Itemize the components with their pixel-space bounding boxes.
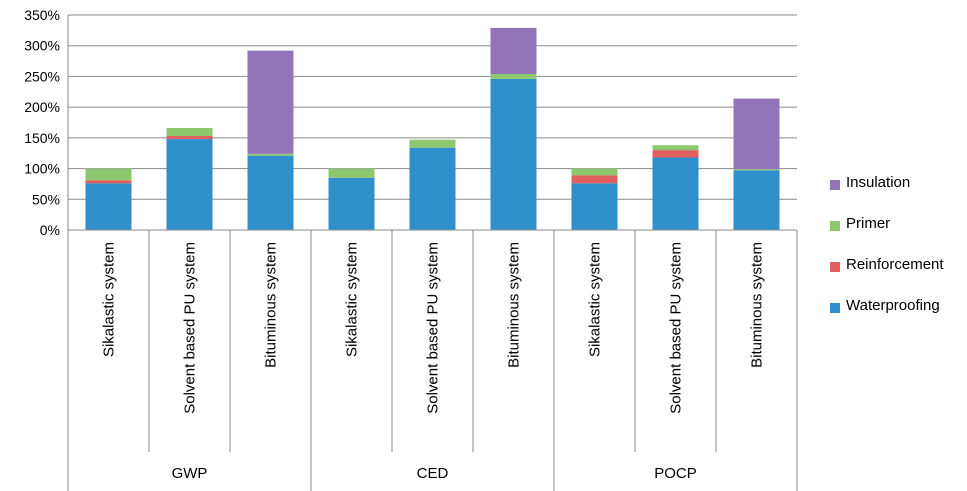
x-category-label: Sikalastic system [101, 242, 118, 357]
x-category-label: Solvent based PU system [668, 242, 685, 414]
x-group-label: CED [417, 465, 449, 482]
legend-swatch [830, 303, 840, 313]
y-tick-label: 50% [32, 191, 60, 207]
bar-segment-insulation [733, 98, 780, 170]
bar-segment-primer [247, 153, 294, 156]
bars [85, 27, 780, 230]
y-tick-label: 250% [24, 68, 60, 84]
bar-segment-waterproofing [652, 157, 699, 230]
bar-segment-reinforcement [166, 136, 213, 140]
legend: Insulation Primer Reinforcement Waterproofi… [826, 172, 966, 336]
x-group-label: GWP [172, 465, 208, 482]
y-tick-label: 100% [24, 161, 60, 177]
bar-segment-waterproofing [490, 78, 537, 230]
x-category-label: Bituminous system [263, 242, 280, 368]
legend-swatch [830, 180, 840, 190]
bar-segment-reinforcement [571, 175, 618, 184]
x-category-label: Bituminous system [506, 242, 523, 368]
bar-segment-waterproofing [247, 155, 294, 230]
legend-label: Insulation [846, 174, 911, 191]
legend-item-reinforcement: Reinforcement [826, 254, 966, 295]
bar-segment-insulation [490, 27, 537, 74]
y-axis-ticks: 0% 50% 100% 150% 200% 250% 300% 350% [24, 7, 69, 238]
bar-segment-reinforcement [652, 150, 699, 158]
bar-segment-insulation [247, 50, 294, 154]
x-category-label: Sikalastic system [587, 242, 604, 357]
x-category-label: Bituminous system [749, 242, 766, 368]
bar-segment-waterproofing [85, 183, 132, 230]
bar-segment-waterproofing [328, 177, 375, 230]
legend-swatch [830, 221, 840, 231]
bar-segment-waterproofing [571, 183, 618, 230]
bar-segment-primer [571, 168, 618, 176]
bar-segment-primer [85, 168, 132, 181]
legend-item-primer: Primer [826, 213, 966, 254]
x-category-label: Sikalastic system [344, 242, 361, 357]
y-tick-label: 0% [40, 222, 60, 238]
legend-item-insulation: Insulation [826, 172, 966, 213]
bar-segment-primer [733, 169, 780, 171]
bar-segment-primer [490, 73, 537, 79]
x-group-label: POCP [654, 465, 697, 482]
x-category-label: Solvent based PU system [182, 242, 199, 414]
legend-item-waterproofing: Waterproofing [826, 295, 966, 336]
bar-segment-reinforcement [85, 180, 132, 184]
x-axis: Sikalastic system Solvent based PU system… [67, 229, 798, 491]
legend-label: Waterproofing [846, 297, 940, 314]
y-tick-label: 350% [24, 7, 60, 23]
legend-swatch [830, 262, 840, 272]
y-tick-label: 200% [24, 99, 60, 115]
bar-segment-primer [652, 145, 699, 151]
bar-segment-primer [328, 168, 375, 178]
y-tick-label: 150% [24, 130, 60, 146]
x-category-label: Solvent based PU system [425, 242, 442, 414]
bar-segment-primer [409, 139, 456, 148]
legend-label: Reinforcement [846, 256, 944, 273]
y-tick-label: 300% [24, 38, 60, 54]
legend-label: Primer [846, 215, 891, 232]
bar-segment-waterproofing [409, 147, 456, 230]
bar-segment-primer [166, 128, 213, 137]
bar-segment-waterproofing [733, 170, 780, 230]
bar-segment-waterproofing [166, 139, 213, 230]
